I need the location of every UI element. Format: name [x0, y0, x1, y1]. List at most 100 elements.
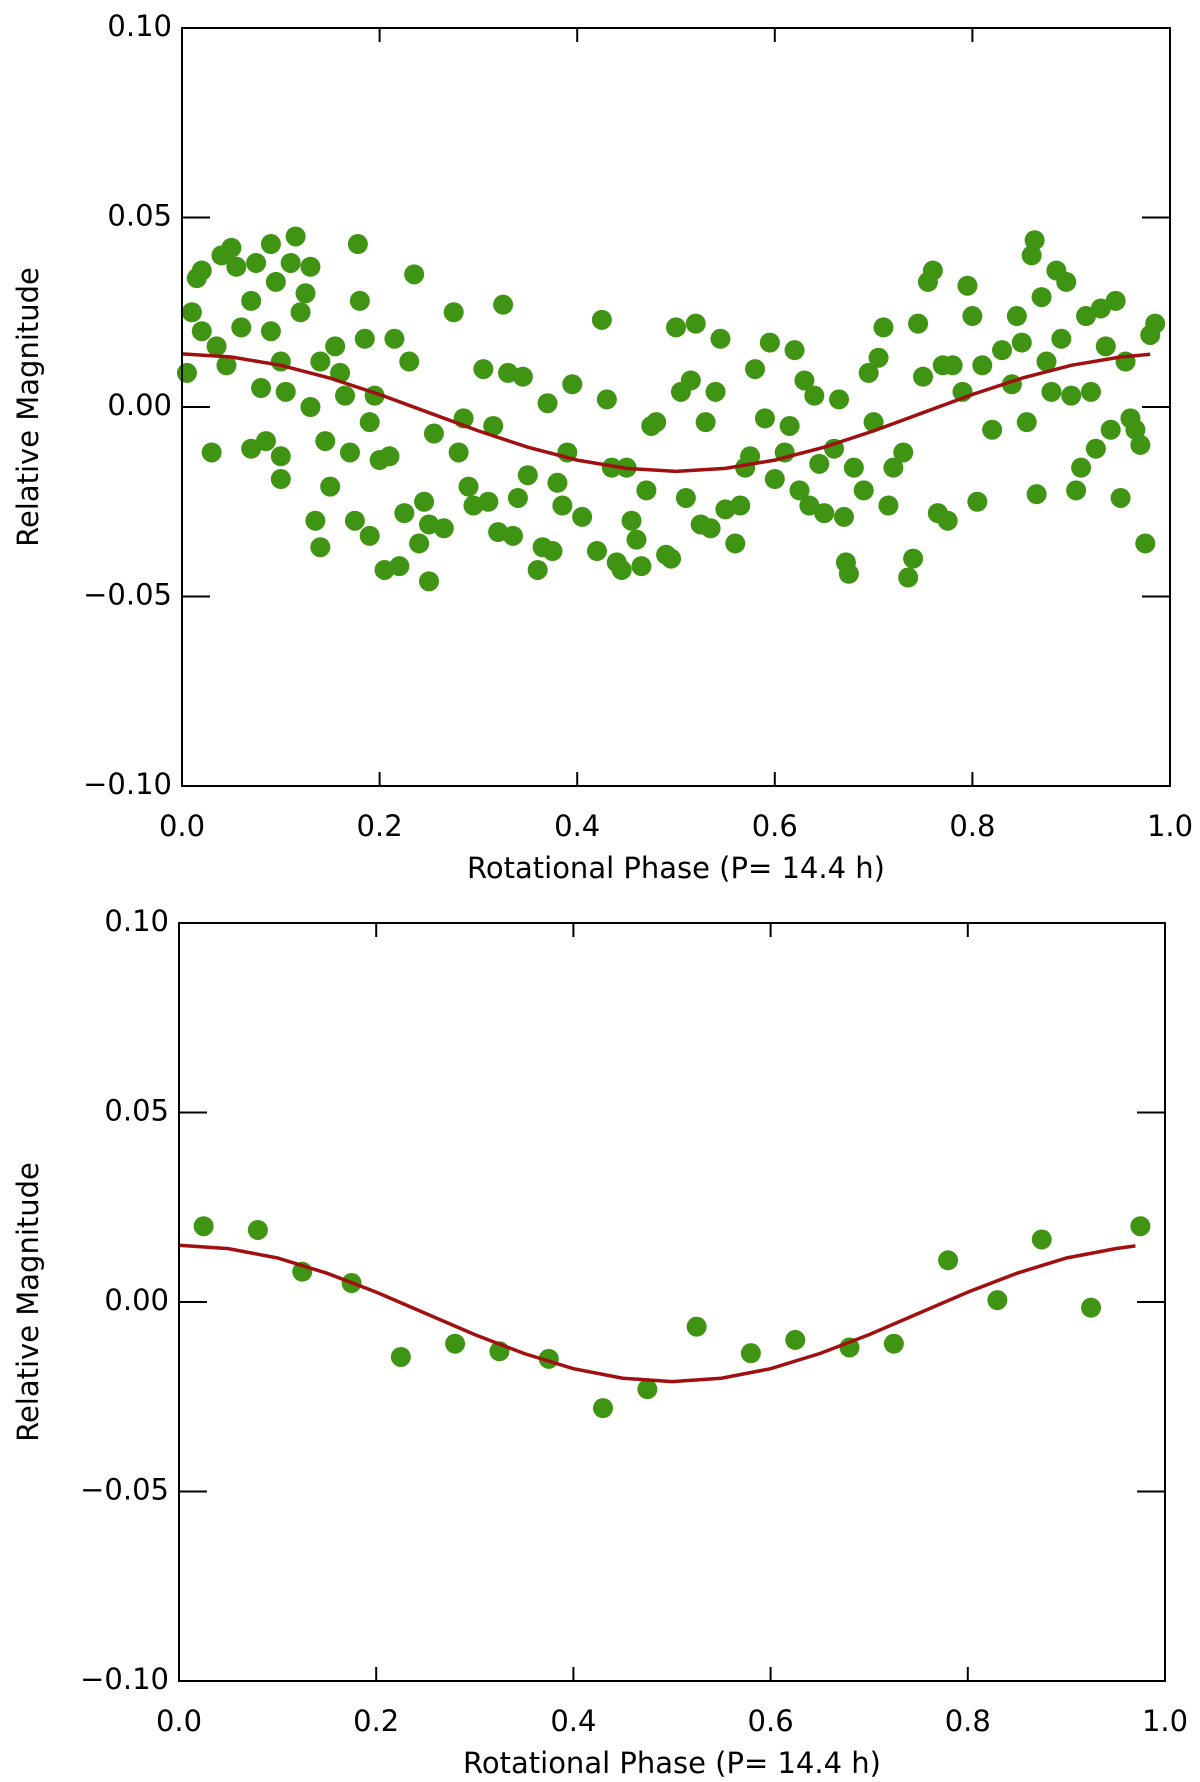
data-point	[1036, 351, 1057, 372]
data-point	[445, 1333, 466, 1354]
data-point	[191, 321, 212, 342]
data-point	[1016, 412, 1037, 433]
data-point	[631, 556, 652, 577]
data-point	[270, 469, 291, 490]
data-point	[1145, 313, 1166, 334]
data-point	[745, 359, 766, 380]
x-tick-label: 0.6	[748, 1704, 794, 1738]
data-point	[404, 264, 425, 285]
data-point	[448, 442, 469, 463]
data-point	[191, 260, 212, 281]
data-point	[1080, 381, 1101, 402]
plot-frame	[178, 922, 1166, 1682]
x-tick-label: 0.2	[353, 1704, 399, 1738]
data-point	[1066, 480, 1087, 501]
data-point	[512, 366, 533, 387]
x-tick-label: 1.0	[1142, 1704, 1188, 1738]
data-point	[730, 495, 751, 516]
data-point	[596, 389, 617, 410]
data-point	[344, 510, 365, 531]
data-point	[354, 328, 375, 349]
data-point	[740, 1343, 761, 1364]
data-point	[483, 415, 504, 436]
data-point	[458, 476, 479, 497]
data-point	[193, 1216, 214, 1237]
data-point	[231, 317, 252, 338]
data-point	[330, 362, 351, 383]
data-point	[433, 518, 454, 539]
data-point	[359, 412, 380, 433]
x-tick-label: 0.8	[945, 1704, 991, 1738]
data-point	[241, 290, 262, 311]
data-point	[784, 340, 805, 361]
data-point	[1130, 1216, 1151, 1237]
y-axis-label: Relative Magnitude	[11, 267, 45, 547]
data-point	[423, 423, 444, 444]
data-point	[759, 332, 780, 353]
data-point	[399, 351, 420, 372]
data-point	[626, 529, 647, 550]
data-point	[310, 537, 331, 558]
data-point	[221, 237, 242, 258]
data-point	[903, 548, 924, 569]
data-point	[419, 571, 439, 592]
data-point	[1041, 381, 1062, 402]
data-point	[592, 1398, 613, 1419]
data-point	[799, 495, 820, 516]
data-point	[666, 317, 686, 338]
y-tick-label: −0.10	[83, 767, 172, 801]
data-point	[537, 393, 558, 414]
data-point	[710, 328, 731, 349]
data-point	[216, 355, 237, 376]
plot-frame	[181, 27, 1171, 787]
data-point	[295, 283, 316, 304]
data-point	[502, 525, 523, 546]
y-tick-label: −0.05	[80, 1473, 169, 1507]
data-point	[325, 336, 346, 357]
data-point	[315, 431, 336, 452]
data-point	[1071, 457, 1092, 478]
data-point	[878, 495, 899, 516]
x-tick-label: 1.0	[1147, 809, 1193, 843]
data-point	[290, 302, 311, 323]
data-point	[310, 351, 331, 372]
data-point	[814, 503, 835, 524]
fit-curve	[178, 1243, 1136, 1384]
data-point	[562, 374, 583, 395]
fit-curve	[181, 352, 1151, 474]
data-point	[922, 260, 943, 281]
data-point	[473, 359, 494, 380]
data-point	[389, 556, 410, 577]
x-tick-label: 0.0	[159, 809, 205, 843]
data-point	[686, 1316, 707, 1337]
data-point	[705, 381, 726, 402]
data-point	[176, 362, 197, 383]
data-point	[241, 438, 262, 459]
data-point	[957, 275, 978, 296]
data-point	[478, 491, 499, 512]
data-point	[414, 491, 435, 512]
data-point	[409, 533, 430, 554]
data-point	[967, 491, 988, 512]
data-point	[1076, 306, 1097, 327]
data-point	[265, 271, 286, 292]
data-point	[942, 355, 963, 376]
data-point	[320, 476, 341, 497]
y-axis-label: Relative Magnitude	[11, 1162, 45, 1442]
data-point	[206, 336, 227, 357]
data-point	[300, 397, 321, 417]
y-tick-label: 0.10	[104, 904, 169, 938]
data-point	[384, 328, 405, 349]
data-point	[246, 252, 267, 273]
data-point	[779, 415, 800, 436]
data-point	[1024, 230, 1045, 251]
data-point	[833, 506, 854, 527]
data-point	[347, 234, 368, 255]
data-point	[611, 559, 632, 580]
data-point	[789, 480, 810, 501]
data-point	[893, 442, 914, 463]
data-point	[700, 518, 721, 539]
y-tick-label: −0.10	[80, 1662, 169, 1696]
y-tick-label: 0.00	[107, 388, 172, 422]
data-point	[661, 548, 682, 569]
